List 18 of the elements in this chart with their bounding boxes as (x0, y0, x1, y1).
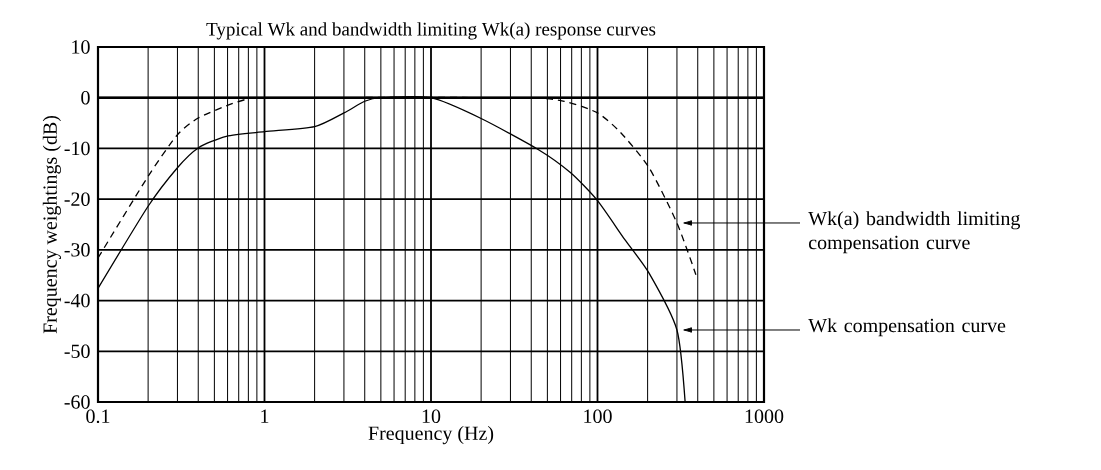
y-tick-label: -10 (64, 141, 90, 156)
x-tick-label: 1000 (745, 409, 784, 424)
y-tick-label: 10 (72, 40, 90, 54)
x-tick-label: 1 (261, 409, 269, 423)
y-tick-label: -50 (64, 344, 90, 359)
chart-title: Typical Wk and bandwidth limiting Wk(a) response curves (206, 22, 656, 40)
text: Wk compensation curve (808, 318, 1006, 337)
y-tick-label: -30 (64, 243, 90, 257)
x-tick-label: 0.1 (86, 409, 110, 424)
text: Wk(a) bandwidth limiting compensation curve (808, 211, 1021, 254)
y-axis-title: Frequency weightings (dB) (42, 115, 61, 334)
y-tick-label: -40 (64, 293, 90, 308)
y-tick-label: -20 (64, 192, 90, 206)
x-axis-title: Frequency (Hz) (368, 425, 494, 445)
y-tick-label: -60 (64, 395, 90, 409)
x-tick-label: 10 (422, 409, 441, 424)
x-tick-label: 100 (584, 409, 612, 424)
y-tick-label: 0 (81, 90, 90, 105)
